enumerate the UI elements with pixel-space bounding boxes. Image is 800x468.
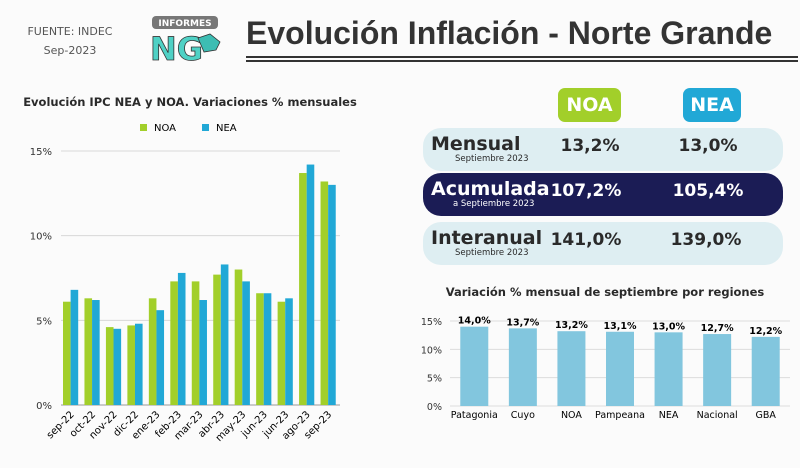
- bar-noa: [234, 269, 243, 405]
- bar-noa: [127, 325, 135, 405]
- source-note: FUENTE: INDEC Sep-2023: [20, 22, 120, 60]
- bar-nea: [263, 293, 272, 405]
- row-label: Interanual: [431, 227, 543, 249]
- x-tick-label: NEA: [659, 410, 679, 421]
- bar-noa: [277, 301, 286, 405]
- bar-nea: [156, 310, 165, 405]
- bar-nea: [220, 264, 229, 405]
- svg-text:INFORMES: INFORMES: [158, 19, 211, 29]
- region-bar: [606, 331, 634, 406]
- region-bar: [703, 334, 732, 406]
- x-tick-label: Nacional: [697, 410, 738, 421]
- summary-row-interanual: Interanual Septiembre 2023 141,0% 139,0%: [423, 222, 783, 265]
- data-label: 13,0%: [652, 321, 685, 332]
- monthly-ipc-chart: NOA NEA0%5%10%15%sep-22oct-22nov-22dic-22…: [30, 123, 340, 444]
- y-tick-label: 0%: [36, 401, 52, 412]
- legend-swatch: [140, 124, 147, 131]
- data-label: 12,7%: [701, 323, 734, 334]
- legend-label: NEA: [216, 123, 237, 134]
- region-bar: [460, 326, 489, 406]
- y-tick-label: 0%: [427, 402, 442, 413]
- x-tick-label: Pampeana: [595, 410, 645, 421]
- title-underline: [246, 56, 798, 58]
- bar-noa: [213, 274, 221, 405]
- bar-nea: [70, 289, 79, 405]
- source-text: FUENTE: INDEC: [27, 25, 113, 38]
- bar-noa: [256, 293, 264, 405]
- data-label: 12,2%: [749, 326, 782, 337]
- bar-noa: [191, 281, 200, 405]
- noa-value: 13,2%: [560, 136, 620, 156]
- region-bar: [654, 332, 683, 406]
- region-bar: [508, 328, 537, 406]
- summary-row-mensual: Mensual Septiembre 2023 13,2% 13,0%: [423, 128, 783, 171]
- page-title: Evolución Inflación - Norte Grande: [246, 15, 773, 51]
- bar-noa: [84, 298, 93, 405]
- row-sublabel: a Septiembre 2023: [453, 199, 535, 209]
- regions-chart-title: Variación % mensual de septiembre por re…: [445, 285, 765, 299]
- y-tick-label: 15%: [30, 147, 52, 158]
- row-sublabel: Septiembre 2023: [455, 154, 529, 164]
- x-tick-label: NOA: [561, 410, 582, 421]
- bar-nea: [328, 184, 336, 405]
- y-tick-label: 5%: [36, 316, 52, 327]
- bar-nea: [134, 323, 143, 405]
- noa-value: 107,2%: [550, 181, 622, 201]
- bar-nea: [177, 272, 186, 405]
- svg-text:NG: NG: [150, 30, 203, 64]
- row-sublabel: Septiembre 2023: [455, 248, 529, 258]
- nea-value: 139,0%: [670, 230, 742, 250]
- title-underline: [246, 60, 798, 62]
- bar-noa: [170, 281, 178, 405]
- row-label: Acumulada: [431, 178, 550, 200]
- row-label: Mensual: [431, 133, 521, 155]
- x-tick-label: Cuyo: [511, 410, 535, 421]
- y-tick-label: 10%: [421, 345, 442, 356]
- informes-ng-logo: INFORMES NG: [150, 16, 221, 64]
- bar-nea: [92, 300, 100, 405]
- bar-nea: [306, 164, 315, 405]
- bar-noa: [63, 301, 71, 405]
- data-label: 13,2%: [555, 320, 588, 331]
- data-label: 14,0%: [458, 316, 491, 327]
- bar-noa: [299, 173, 307, 405]
- bar-nea: [285, 298, 293, 405]
- legend-swatch: [202, 124, 209, 131]
- regions-chart: 0% 5% 10% 15% 14,0% Patagonia 13,7% Cuyo 13,2% NO…: [421, 316, 790, 421]
- legend-label: NOA: [154, 123, 176, 134]
- nea-header: NEA: [683, 88, 741, 122]
- x-tick-label: Patagonia: [451, 410, 498, 421]
- monthly-chart-title: Evolución IPC NEA y NOA. Variaciones % m…: [23, 95, 357, 109]
- noa-value: 141,0%: [550, 230, 622, 250]
- bar-nea: [199, 300, 207, 405]
- nea-value: 105,4%: [672, 181, 744, 201]
- bar-noa: [105, 327, 114, 405]
- bar-nea: [113, 328, 122, 405]
- data-label: 13,1%: [604, 321, 637, 332]
- data-label: 13,7%: [506, 317, 539, 328]
- date-text: Sep-2023: [43, 44, 97, 57]
- bar-noa: [148, 298, 157, 405]
- y-tick-label: 15%: [421, 317, 442, 328]
- bar-nea: [242, 281, 250, 405]
- region-bar: [557, 331, 586, 406]
- summary-row-acumulada: Acumulada a Septiembre 2023 107,2% 105,4…: [423, 173, 783, 216]
- bar-noa: [320, 181, 329, 405]
- region-bar: [751, 336, 780, 406]
- x-tick-label: GBA: [756, 410, 777, 421]
- y-tick-label: 10%: [30, 232, 52, 243]
- nea-value: 13,0%: [678, 136, 738, 156]
- noa-header: NOA: [558, 88, 621, 122]
- y-tick-label: 5%: [427, 374, 442, 385]
